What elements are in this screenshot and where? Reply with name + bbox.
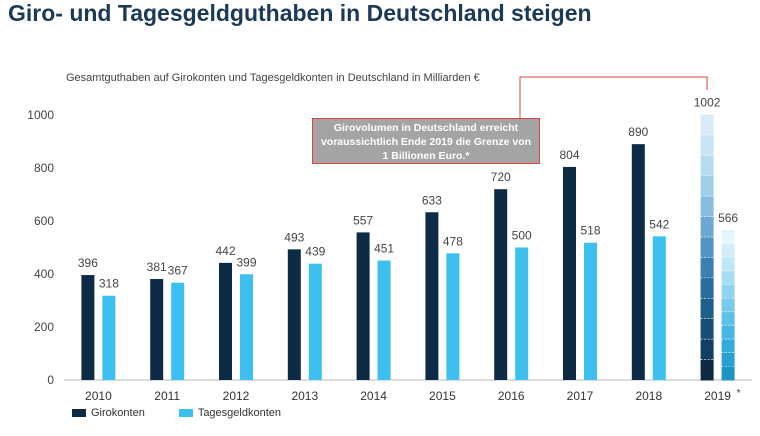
bar-tagesgeldkonten bbox=[308, 263, 322, 380]
legend-label: Girokonten bbox=[91, 407, 145, 419]
data-label: 633 bbox=[422, 193, 442, 207]
bar-girokonten-forecast-segment bbox=[700, 359, 714, 381]
bar-tagesgeldkonten-forecast-segment bbox=[721, 257, 735, 272]
legend-item-girokonten: Girokonten bbox=[72, 407, 145, 419]
bar-girokonten-forecast-segment bbox=[700, 155, 714, 177]
data-label: 493 bbox=[284, 230, 304, 244]
bar-tagesgeldkonten-forecast-segment bbox=[721, 243, 735, 258]
x-tick-label: 2012 bbox=[223, 389, 250, 403]
bar-tagesgeldkonten-forecast-segment bbox=[721, 366, 735, 381]
annotation-callout: Girovolumen in Deutschland erreicht vora… bbox=[312, 118, 540, 164]
bar-girokonten-forecast-segment bbox=[700, 298, 714, 320]
bar-girokonten-forecast-segment bbox=[700, 134, 714, 156]
y-tick-label: 600 bbox=[34, 214, 54, 228]
bar-tagesgeldkonten-forecast-segment bbox=[721, 311, 735, 326]
bar-tagesgeldkonten bbox=[102, 295, 116, 380]
data-label: 442 bbox=[215, 244, 235, 258]
bar-tagesgeldkonten-forecast-segment bbox=[721, 284, 735, 299]
bar-girokonten-forecast-segment bbox=[700, 277, 714, 299]
bar-tagesgeldkonten-forecast-segment bbox=[721, 339, 735, 354]
data-label: 439 bbox=[305, 245, 325, 259]
bar-girokonten-forecast-segment bbox=[700, 237, 714, 258]
data-label: 399 bbox=[236, 255, 256, 269]
x-tick-label: 2014 bbox=[360, 389, 387, 403]
bar-tagesgeldkonten-forecast-segment bbox=[721, 230, 735, 245]
bar-girokonten bbox=[287, 249, 301, 380]
data-label: 720 bbox=[491, 170, 511, 184]
bar-tagesgeldkonten bbox=[240, 274, 253, 380]
data-label: 557 bbox=[353, 213, 373, 227]
annotation-line: voraussichtlich Ende 2019 die Grenze von bbox=[320, 136, 532, 148]
annotation-connector bbox=[519, 76, 708, 118]
annotation-line: 1 Billionen Euro.* bbox=[382, 150, 470, 162]
data-label: 318 bbox=[99, 277, 119, 291]
x-tick-label: 2018 bbox=[635, 389, 662, 403]
bar-girokonten-forecast-segment bbox=[700, 339, 714, 361]
bar-girokonten bbox=[631, 144, 645, 380]
bar-tagesgeldkonten-forecast-segment bbox=[721, 270, 735, 286]
x-tick-label: 2010 bbox=[85, 389, 112, 403]
annotation-line: Girovolumen in Deutschland erreicht bbox=[333, 122, 519, 134]
bar-girokonten bbox=[81, 275, 95, 380]
bar-girokonten bbox=[494, 189, 508, 380]
bar-girokonten-forecast-segment bbox=[700, 216, 714, 238]
bar-tagesgeldkonten-forecast-segment bbox=[721, 325, 735, 340]
bar-tagesgeldkonten bbox=[446, 253, 460, 380]
x-tick-label: 2015 bbox=[429, 389, 456, 403]
bar-girokonten bbox=[219, 262, 232, 380]
chart-legend: Girokonten Tagesgeldkonten bbox=[72, 407, 315, 419]
legend-swatch-girokonten bbox=[72, 409, 86, 417]
data-label: 1002 bbox=[694, 95, 721, 109]
bar-girokonten-forecast-segment bbox=[700, 114, 714, 136]
x-tick-label: 2013 bbox=[291, 389, 318, 403]
data-label: 804 bbox=[559, 148, 579, 162]
bar-tagesgeldkonten-forecast-segment bbox=[721, 298, 735, 313]
x-tick-label: 2011 bbox=[154, 389, 180, 403]
x-tick-note: * bbox=[737, 388, 741, 399]
bar-girokonten-forecast-segment bbox=[700, 196, 714, 218]
bar-girokonten bbox=[563, 166, 576, 380]
legend-swatch-tagesgeldkonten bbox=[178, 409, 193, 417]
data-label: 367 bbox=[168, 264, 188, 278]
data-label: 451 bbox=[374, 241, 394, 255]
bar-girokonten bbox=[150, 279, 164, 380]
data-label: 566 bbox=[718, 211, 738, 225]
data-label: 381 bbox=[147, 260, 167, 274]
y-tick-label: 400 bbox=[34, 267, 54, 281]
bar-tagesgeldkonten-forecast-segment bbox=[721, 352, 735, 367]
bar-girokonten-forecast-segment bbox=[700, 257, 714, 279]
bar-tagesgeldkonten bbox=[377, 260, 391, 380]
chart-subtitle: Gesamtguthaben auf Girokonten und Tagesg… bbox=[66, 72, 480, 84]
bar-tagesgeldkonten bbox=[515, 247, 529, 380]
y-tick-label: 1000 bbox=[27, 108, 54, 122]
data-label: 542 bbox=[649, 217, 669, 231]
legend-label: Tagesgeldkonten bbox=[197, 407, 281, 419]
bar-tagesgeldkonten bbox=[584, 242, 597, 380]
bar-girokonten-forecast-segment bbox=[700, 318, 714, 340]
bar-tagesgeldkonten bbox=[171, 282, 185, 380]
y-tick-label: 0 bbox=[47, 373, 54, 387]
page-title: Giro- und Tagesgeldguthaben in Deutschla… bbox=[8, 0, 592, 26]
data-label: 478 bbox=[443, 234, 463, 248]
data-label: 890 bbox=[628, 125, 648, 139]
bar-girokonten-forecast-segment bbox=[700, 175, 714, 197]
x-tick-label: 2016 bbox=[498, 389, 525, 403]
bar-girokonten bbox=[425, 212, 439, 380]
y-tick-label: 800 bbox=[34, 161, 54, 175]
x-tick-label: 2017 bbox=[567, 389, 594, 403]
y-tick-label: 200 bbox=[34, 320, 54, 334]
bar-tagesgeldkonten bbox=[652, 236, 666, 380]
legend-item-tagesgeldkonten: Tagesgeldkonten bbox=[178, 407, 281, 419]
data-label: 396 bbox=[78, 256, 98, 270]
data-label: 500 bbox=[512, 229, 532, 243]
x-tick-label: 2019 bbox=[704, 389, 731, 403]
bar-girokonten bbox=[356, 232, 370, 380]
data-label: 518 bbox=[580, 224, 600, 238]
